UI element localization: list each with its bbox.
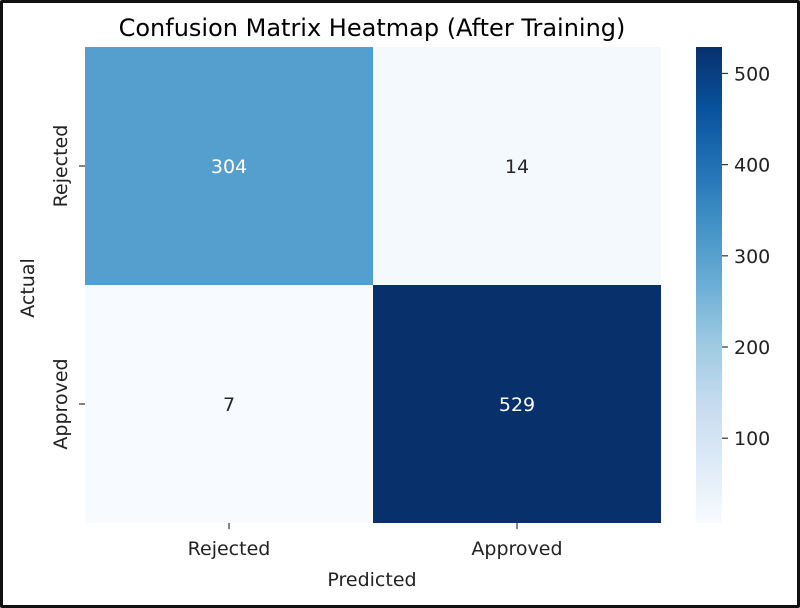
x-tick-label: Approved: [471, 538, 562, 560]
y-axis-label: Actual: [17, 258, 39, 318]
cell-value-0-1: 14: [505, 156, 529, 178]
chart-title: Confusion Matrix Heatmap (After Training…: [119, 14, 626, 42]
heatmap-cell-1-0: [85, 285, 373, 523]
colorbar-tick-label: 400: [734, 155, 770, 177]
colorbar-tick-label: 300: [734, 246, 770, 268]
y-tick-label: Approved: [50, 358, 72, 449]
colorbar-tick-label: 100: [734, 428, 770, 450]
heatmap-cell-0-1: [373, 47, 661, 285]
cell-value-1-1: 529: [499, 394, 535, 416]
colorbar-tick-label: 200: [734, 337, 770, 359]
colorbar-tick-label: 500: [734, 63, 770, 85]
x-axis-ticks: Rejected Approved: [188, 523, 563, 560]
y-axis-ticks: Rejected Approved: [50, 125, 85, 450]
x-tick-label: Rejected: [188, 538, 271, 560]
heatmap-cells: 304 14 7 529: [85, 47, 661, 523]
cell-value-0-0: 304: [211, 156, 247, 178]
heatmap-cell-1-1: [373, 285, 661, 523]
x-axis-label: Predicted: [327, 569, 416, 591]
y-tick-label: Rejected: [50, 125, 72, 208]
cell-value-1-0: 7: [223, 394, 235, 416]
heatmap-cell-0-0: [85, 47, 373, 285]
colorbar-ticks: 100 200 300 400 500: [722, 63, 770, 450]
colorbar: [696, 47, 722, 523]
